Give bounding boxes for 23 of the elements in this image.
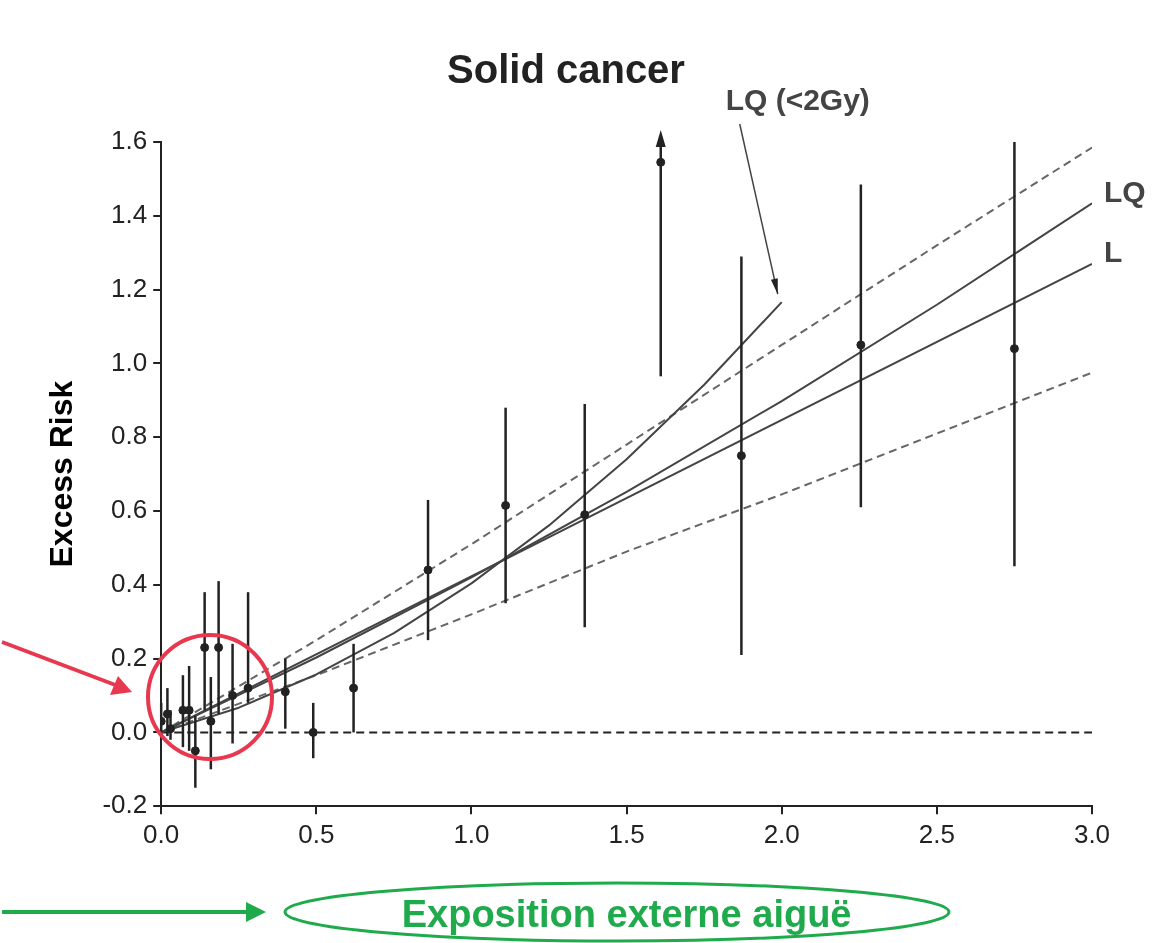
chart-title: Solid cancer <box>447 47 685 92</box>
y-tick-label: 0.4 <box>111 567 148 598</box>
series-label: LQ <box>1104 174 1146 208</box>
y-tick-label: 0.6 <box>111 494 148 525</box>
y-tick-label: 0.2 <box>111 641 148 672</box>
x-tick-label: 1.0 <box>453 818 490 849</box>
x-tick-label: 1.5 <box>608 818 645 849</box>
y-tick-label: 0.0 <box>111 715 148 746</box>
x-axis-title: Exposition externe aiguë <box>401 892 852 935</box>
y-tick-label: 1.6 <box>111 125 148 156</box>
x-tick-label: 3.0 <box>1073 818 1111 849</box>
y-tick-label: 1.4 <box>111 198 148 229</box>
x-tick-label: 0.5 <box>298 818 335 849</box>
x-tick-label: 0.0 <box>143 818 180 849</box>
y-tick-label: 1.0 <box>111 346 148 377</box>
y-tick-label: 0.8 <box>111 420 148 451</box>
text: LQ (<2Gy) <box>725 83 870 117</box>
x-tick-label: 2.0 <box>763 818 800 849</box>
y-axis-title: Excess Risk <box>43 380 80 568</box>
y-tick-label: -0.2 <box>102 789 148 820</box>
series-label: L <box>1104 235 1123 269</box>
x-tick-label: 2.5 <box>918 818 955 849</box>
y-tick-label: 1.2 <box>111 272 148 303</box>
